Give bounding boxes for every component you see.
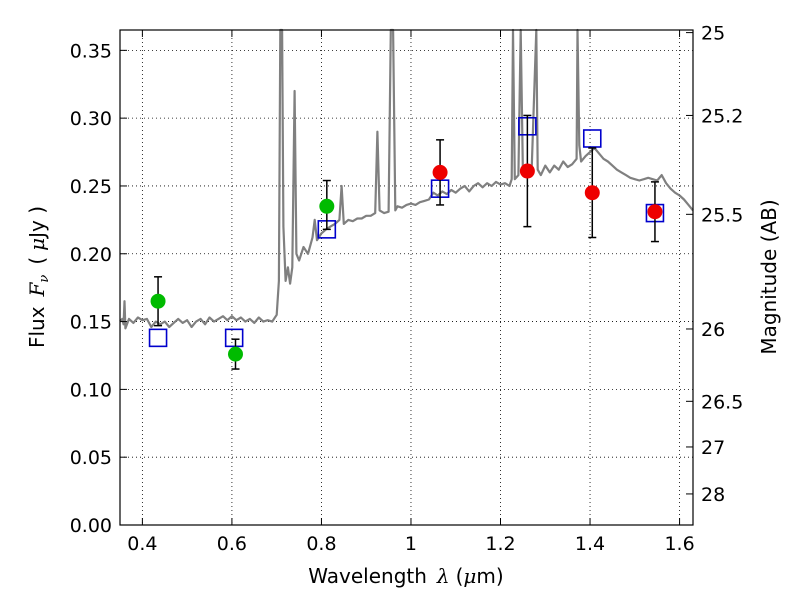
x-tick-label: 0.4 — [127, 533, 157, 555]
y-axis-label-mu: μ — [25, 238, 49, 251]
y-tick-label: 0.10 — [70, 379, 112, 401]
mag-tick-label: 25.5 — [701, 204, 743, 226]
mag-tick-label: 27 — [701, 437, 725, 459]
mag-tick-label: 25.2 — [701, 105, 743, 127]
observed-point — [227, 346, 243, 362]
model-photometry-square — [582, 129, 602, 148]
y-axis-label-unit: Jy ) — [25, 206, 49, 240]
x-tick-label: 1.4 — [575, 533, 605, 555]
x-axis-label-symbol: λ — [436, 564, 450, 588]
axis-ticks — [120, 30, 693, 526]
observed-point — [584, 185, 600, 201]
tick-labels: 0.4 0.6 0.8 1 1.2 1.4 1.6 0.00 0.05 0.10 0.15 0.20 0… — [70, 23, 744, 555]
y-tick-label: 0.25 — [70, 176, 112, 198]
model-spectrum-line — [119, 28, 694, 330]
model-photometry-square — [224, 328, 244, 348]
y-axis-label-symbol: F — [25, 281, 49, 297]
y2-axis-label: Magnitude (AB) — [757, 199, 781, 354]
x-tick-label: 1.6 — [664, 533, 694, 555]
observed-point — [432, 164, 448, 180]
observed-photometry — [150, 114, 663, 370]
observed-point — [519, 163, 535, 179]
x-tick-label: 0.8 — [306, 533, 336, 555]
plot-frame — [119, 29, 694, 526]
x-axis-label-open: ( — [456, 564, 464, 588]
x-axis-label-text: Wavelength — [308, 564, 427, 588]
y-axis-label: Flux Fν ( μJy ) — [25, 206, 52, 348]
x-tick-label: 0.6 — [217, 533, 247, 555]
mag-tick-label: 26 — [701, 319, 725, 341]
y-tick-label: 0.15 — [70, 312, 112, 334]
y-tick-label: 0.30 — [70, 108, 112, 130]
observed-point — [319, 198, 335, 214]
x-tick-label: 1.2 — [485, 533, 515, 555]
mag-tick-label: 26.5 — [701, 391, 743, 413]
observed-point — [647, 204, 663, 220]
x-tick-label: 1 — [405, 533, 417, 555]
x-axis-label-mu: μ — [463, 564, 476, 588]
model-photometry — [148, 116, 665, 348]
grid — [120, 30, 693, 526]
y-axis-label-open: ( — [25, 257, 49, 265]
y-tick-label: 0.20 — [70, 244, 112, 266]
observed-point — [150, 293, 166, 309]
model-photometry-square — [148, 328, 168, 348]
mag-tick-label: 28 — [701, 484, 725, 506]
x-axis-label: Wavelength λ (μm) — [308, 564, 503, 588]
y-tick-label: 0.00 — [70, 515, 112, 537]
y-tick-label: 0.35 — [70, 40, 112, 62]
model-spectrum — [119, 28, 694, 330]
y-axis-label-sub: ν — [37, 275, 52, 283]
mag-tick-label: 25 — [701, 23, 725, 45]
y-axis-label-text: Flux — [25, 306, 49, 348]
y-tick-label: 0.05 — [70, 447, 112, 469]
x-axis-label-unit: m) — [476, 564, 503, 588]
